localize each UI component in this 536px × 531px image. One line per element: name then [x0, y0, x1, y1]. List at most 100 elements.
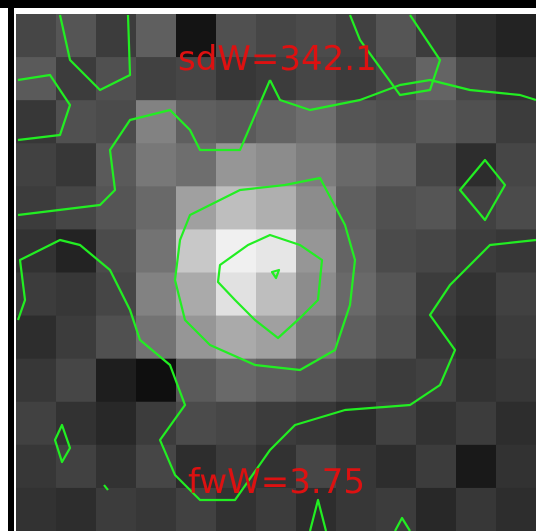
- image-pixel: [336, 143, 377, 187]
- image-pixel: [376, 444, 417, 489]
- image-pixel: [296, 57, 337, 101]
- image-pixel: [416, 143, 457, 187]
- image-pixel: [376, 487, 417, 531]
- frame-top: [0, 0, 536, 8]
- image-pixel: [216, 100, 257, 144]
- image-pixel: [416, 358, 457, 403]
- image-pixel: [216, 444, 257, 489]
- image-pixel: [496, 143, 536, 187]
- image-pixel: [296, 272, 337, 317]
- image-pixel: [216, 272, 257, 317]
- image-pixel: [96, 100, 137, 144]
- image-pixel: [336, 487, 377, 531]
- image-pixel: [96, 401, 137, 446]
- image-pixel: [16, 14, 57, 58]
- image-pixel: [336, 315, 377, 360]
- contour-small-left: [53, 423, 72, 464]
- image-pixel: [296, 14, 337, 58]
- image-pixel: [56, 401, 97, 446]
- contour-lines: [16, 14, 536, 531]
- contour-dot: [103, 484, 109, 491]
- image-pixel: [296, 358, 337, 403]
- image-pixel: [496, 100, 536, 144]
- image-pixel: [136, 487, 177, 531]
- image-pixel: [456, 401, 497, 446]
- image-pixel: [96, 358, 137, 403]
- image-pixel: [456, 229, 497, 274]
- image-pixel: [416, 272, 457, 317]
- image-pixel: [176, 358, 217, 403]
- image-pixel: [56, 272, 97, 317]
- image-pixel: [376, 143, 417, 187]
- image-pixel: [336, 444, 377, 489]
- image-pixel: [336, 272, 377, 317]
- contour-bottom-spike: [308, 498, 328, 531]
- image-pixel: [456, 143, 497, 187]
- image-pixel: [96, 315, 137, 360]
- image-pixel: [376, 229, 417, 274]
- image-pixel: [336, 358, 377, 403]
- image-pixel: [96, 186, 137, 231]
- contour-bottom-right: [394, 516, 411, 531]
- image-pixel: [376, 14, 417, 58]
- image-pixel: [136, 401, 177, 446]
- image-pixel: [456, 358, 497, 403]
- image-pixel: [136, 444, 177, 489]
- image-pixel: [56, 358, 97, 403]
- image-pixel: [336, 186, 377, 231]
- image-pixel: [336, 14, 377, 58]
- image-pixel: [376, 358, 417, 403]
- frame-left: [8, 8, 14, 531]
- image-pixel: [496, 186, 536, 231]
- contour-middle: [173, 176, 357, 372]
- image-pixel: [96, 229, 137, 274]
- image-pixel: [136, 143, 177, 187]
- image-pixel: [416, 487, 457, 531]
- image-pixel: [336, 57, 377, 101]
- image-pixel: [256, 186, 297, 231]
- image-pixel: [256, 401, 297, 446]
- image-pixel: [136, 100, 177, 144]
- image-pixel: [416, 14, 457, 58]
- image-pixel: [256, 100, 297, 144]
- image-pixel: [216, 487, 257, 531]
- image-pixel: [56, 487, 97, 531]
- contour-outer: [16, 14, 536, 502]
- image-pixel: [376, 186, 417, 231]
- image-pixel: [136, 57, 177, 101]
- image-pixel: [136, 229, 177, 274]
- image-pixel: [256, 14, 297, 58]
- image-pixel: [216, 186, 257, 231]
- image-pixel: [496, 315, 536, 360]
- image-pixel: [416, 186, 457, 231]
- image-pixel: [216, 401, 257, 446]
- image-pixel: [136, 272, 177, 317]
- image-pixel: [176, 186, 217, 231]
- image-pixel: [56, 229, 97, 274]
- image-pixel: [456, 487, 497, 531]
- image-pixel: [216, 358, 257, 403]
- image-pixel: [416, 229, 457, 274]
- image-pixel: [336, 229, 377, 274]
- image-pixel: [376, 272, 417, 317]
- image-pixel: [416, 57, 457, 101]
- image-pixel: [16, 186, 57, 231]
- image-pixel: [216, 229, 257, 274]
- contour-inner: [216, 233, 324, 340]
- image-pixel: [496, 401, 536, 446]
- image-pixel: [456, 272, 497, 317]
- label-fww: fwW=3.75: [188, 462, 365, 502]
- image-pixel: [136, 186, 177, 231]
- image-pixel: [56, 315, 97, 360]
- image-pixel: [496, 14, 536, 58]
- image-pixel: [56, 143, 97, 187]
- image-pixel: [336, 100, 377, 144]
- image-pixel: [16, 444, 57, 489]
- image-pixel: [136, 14, 177, 58]
- image-pixel: [376, 401, 417, 446]
- image-pixel: [456, 100, 497, 144]
- image-pixel: [456, 444, 497, 489]
- image-pixel: [96, 143, 137, 187]
- image-pixel: [496, 229, 536, 274]
